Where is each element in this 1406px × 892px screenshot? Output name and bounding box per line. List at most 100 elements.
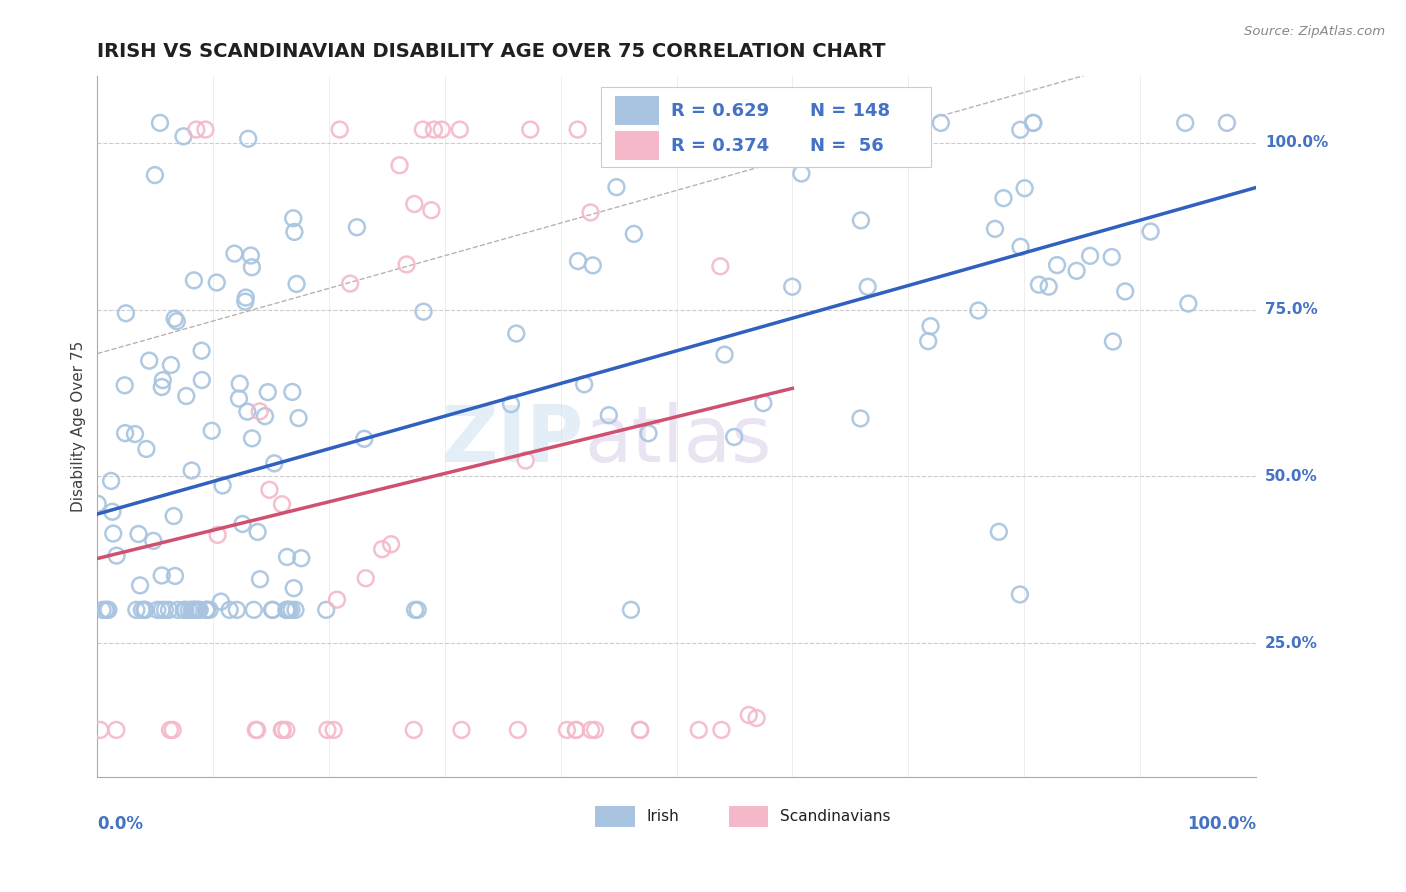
Text: 0.0%: 0.0% — [97, 815, 143, 833]
Text: ZIP: ZIP — [441, 402, 583, 478]
Point — [224, 246, 246, 260]
Point — [738, 708, 761, 723]
Point — [1066, 264, 1088, 278]
Point — [1010, 240, 1032, 254]
Point — [929, 116, 952, 130]
Point — [329, 122, 352, 136]
Point — [339, 277, 361, 291]
Point — [239, 248, 262, 262]
Point — [101, 505, 124, 519]
Point — [163, 509, 186, 524]
Point — [499, 397, 522, 411]
Point — [166, 314, 188, 328]
Point — [245, 723, 267, 737]
Point — [290, 551, 312, 566]
Point — [280, 603, 302, 617]
Point — [162, 723, 184, 737]
Point — [240, 431, 263, 445]
Point — [246, 723, 269, 737]
Point — [380, 537, 402, 551]
FancyBboxPatch shape — [596, 806, 636, 827]
Point — [94, 603, 117, 617]
Point — [281, 384, 304, 399]
Point — [163, 569, 186, 583]
Point — [285, 277, 308, 291]
Point — [780, 279, 803, 293]
Point — [920, 319, 942, 334]
Point — [195, 603, 218, 617]
Point — [1014, 181, 1036, 195]
Point — [1022, 116, 1045, 130]
Point — [620, 603, 643, 617]
Point — [276, 723, 298, 737]
Point — [567, 122, 589, 136]
Point — [1177, 296, 1199, 310]
Point — [1046, 258, 1069, 272]
Point — [505, 326, 527, 341]
Point — [371, 542, 394, 557]
FancyBboxPatch shape — [728, 806, 768, 827]
Point — [263, 456, 285, 470]
Point — [283, 211, 305, 226]
Point — [86, 497, 108, 511]
Point — [150, 380, 173, 394]
Point — [231, 516, 253, 531]
Point — [276, 549, 298, 564]
Point — [91, 603, 114, 617]
Point — [229, 376, 252, 391]
Point — [129, 578, 152, 592]
FancyBboxPatch shape — [616, 95, 659, 125]
Point — [316, 723, 339, 737]
Point — [395, 257, 418, 271]
Point — [188, 603, 211, 617]
Point — [238, 132, 260, 146]
Point — [572, 377, 595, 392]
Point — [149, 116, 172, 130]
Point — [262, 603, 284, 617]
Point — [283, 581, 305, 595]
Point — [174, 603, 197, 617]
Point — [225, 603, 247, 617]
Point — [128, 527, 150, 541]
Point — [276, 603, 298, 617]
Point — [174, 389, 197, 403]
Point — [209, 594, 232, 608]
Point — [628, 723, 651, 737]
Point — [135, 442, 157, 456]
Point — [270, 723, 292, 737]
Point — [181, 603, 204, 617]
Point — [628, 723, 651, 737]
Point — [105, 723, 128, 737]
Point — [1174, 116, 1197, 130]
Point — [253, 409, 276, 424]
Text: N = 148: N = 148 — [810, 102, 890, 120]
Point — [190, 343, 212, 358]
Point — [1078, 249, 1101, 263]
Point — [114, 426, 136, 441]
Point — [555, 723, 578, 737]
Point — [278, 603, 301, 617]
Point — [645, 122, 668, 136]
Point — [195, 603, 218, 617]
Point — [177, 603, 200, 617]
FancyBboxPatch shape — [616, 131, 659, 161]
Point — [1102, 334, 1125, 349]
Point — [283, 225, 305, 239]
Text: 75.0%: 75.0% — [1265, 302, 1317, 318]
Text: N =  56: N = 56 — [810, 136, 883, 154]
Point — [506, 723, 529, 737]
Point — [354, 571, 377, 585]
Point — [346, 220, 368, 235]
Point — [1022, 116, 1045, 130]
Point — [450, 723, 472, 737]
Point — [184, 603, 207, 617]
Point — [186, 122, 208, 136]
Text: R = 0.374: R = 0.374 — [671, 136, 769, 154]
Point — [1008, 587, 1031, 601]
Point — [201, 424, 224, 438]
Point — [987, 524, 1010, 539]
Point — [143, 168, 166, 182]
Point — [194, 122, 217, 136]
Point — [205, 276, 228, 290]
Point — [984, 222, 1007, 236]
